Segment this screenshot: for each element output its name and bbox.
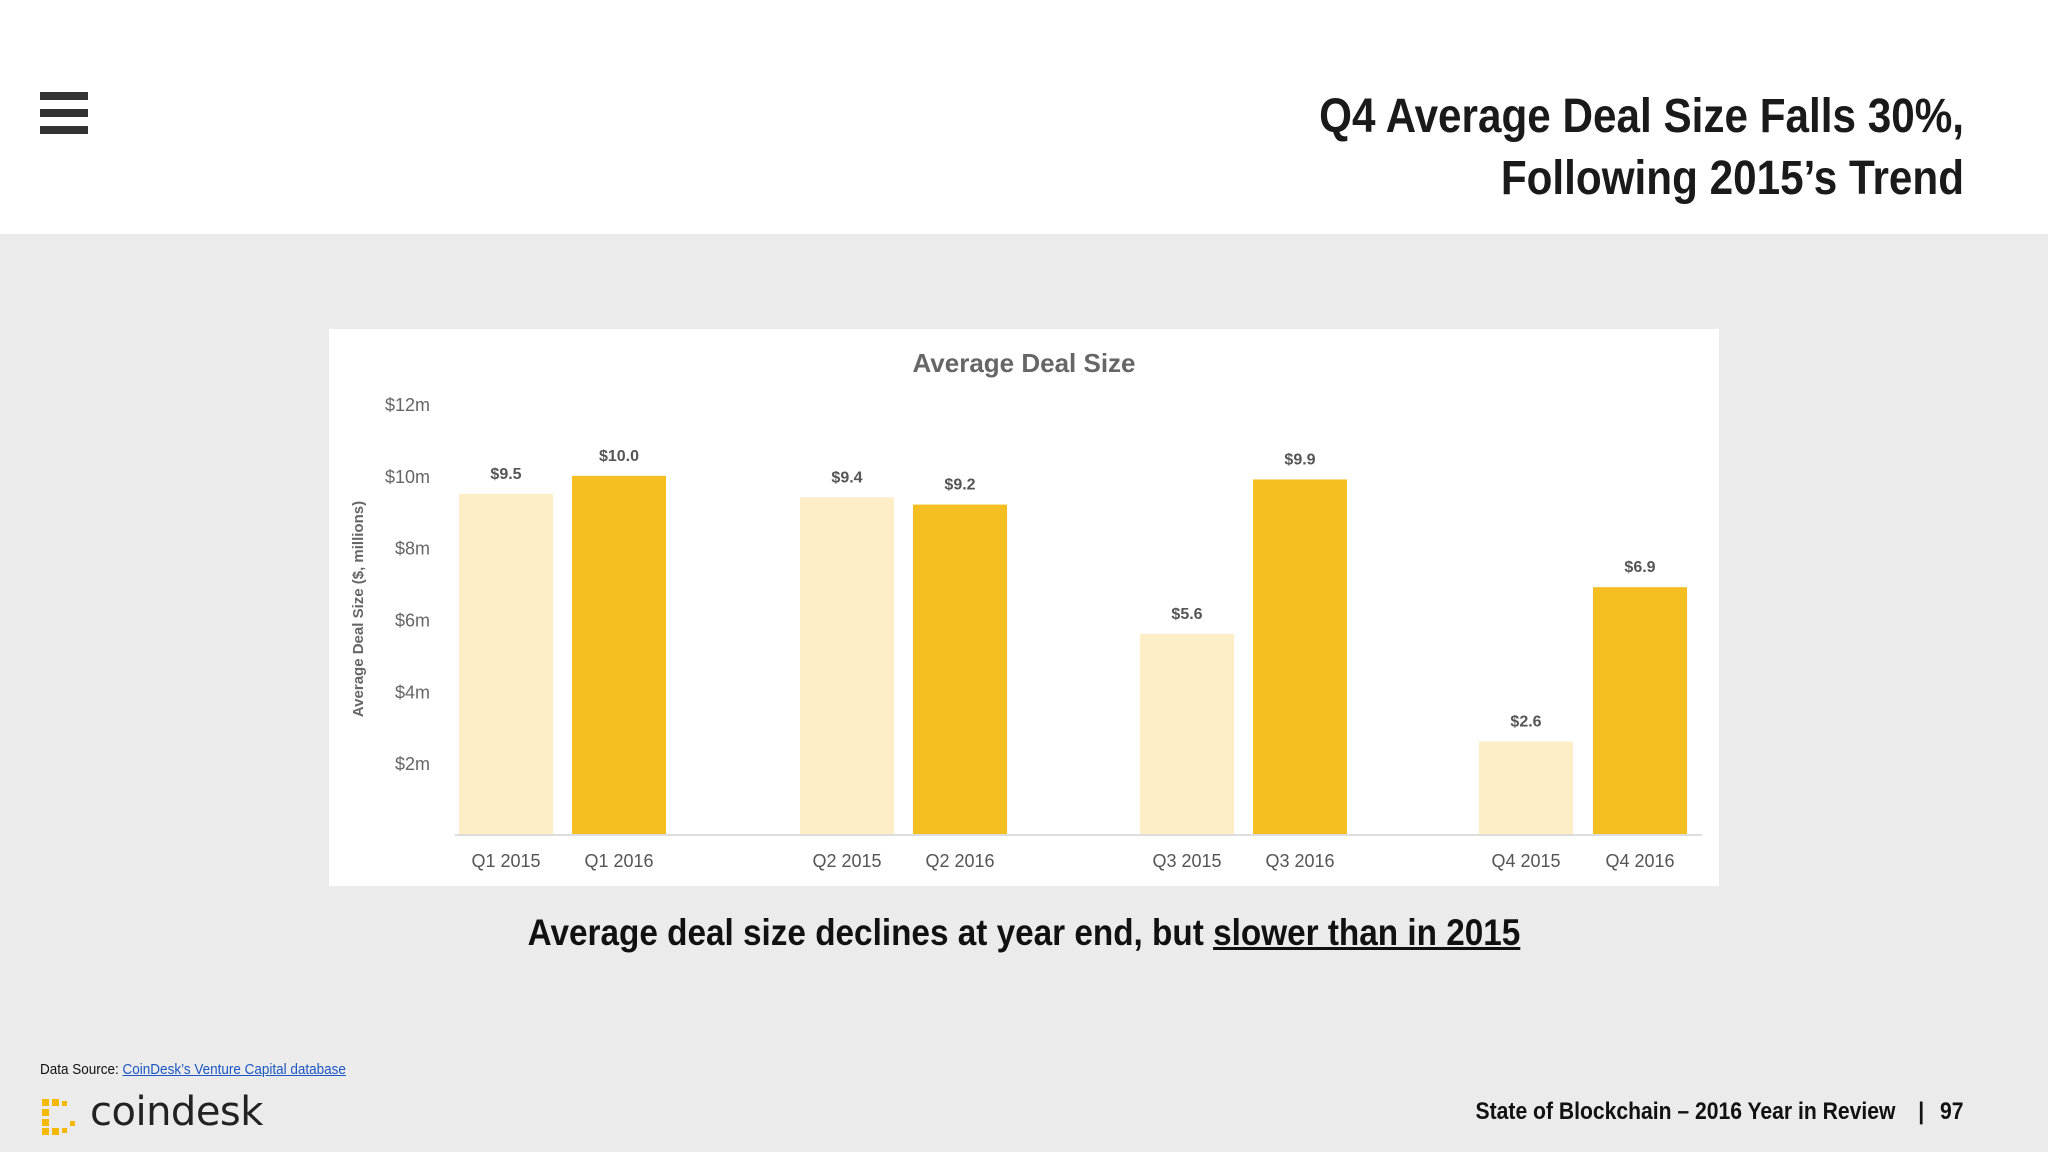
chart-title: Average Deal Size <box>912 348 1135 378</box>
slide-title: Q4 Average Deal Size Falls 30%, Followin… <box>996 86 1964 210</box>
y-tick-label: $2m <box>395 754 430 774</box>
bar-value-label: $5.6 <box>1171 606 1202 623</box>
slide-footer: State of Blockchain – 2016 Year in Revie… <box>1476 1098 1964 1126</box>
coindesk-logo-icon <box>42 1099 75 1135</box>
page-number: 97 <box>1940 1098 1964 1125</box>
bar <box>1593 587 1687 835</box>
x-tick-label: Q4 2016 <box>1605 851 1674 871</box>
bar-value-label: $9.4 <box>831 469 862 486</box>
y-tick-label: $12m <box>385 395 430 415</box>
bar-value-label: $6.9 <box>1624 559 1655 576</box>
bar-value-label: $2.6 <box>1510 714 1541 731</box>
x-tick-label: Q1 2015 <box>471 851 540 871</box>
bar <box>913 504 1007 835</box>
data-source-label: Data Source: <box>40 1061 123 1078</box>
x-tick-label: Q2 2016 <box>925 851 994 871</box>
slide-title-line-2: Following 2015’s Trend <box>1500 152 1964 205</box>
y-tick-label: $6m <box>395 611 430 631</box>
bar-value-label: $9.9 <box>1284 451 1315 468</box>
bar <box>572 475 666 835</box>
bar-value-label: $10.0 <box>599 448 639 465</box>
y-tick-label: $4m <box>395 682 430 702</box>
chart-svg: Average Deal Size Average Deal Size ($, … <box>350 348 1702 871</box>
data-source-link[interactable]: CoinDesk’s Venture Capital database <box>122 1061 346 1078</box>
caption-text: Average deal size declines at year end, … <box>527 912 1214 953</box>
x-tick-label: Q1 2016 <box>584 851 653 871</box>
menu-icon[interactable] <box>40 92 88 134</box>
y-tick-label: $10m <box>385 467 430 487</box>
bar <box>1140 633 1234 835</box>
bar <box>1479 741 1573 835</box>
footer-separator: | <box>1918 1098 1925 1125</box>
bar-value-label: $9.2 <box>944 477 975 494</box>
x-tick-label: Q3 2015 <box>1152 851 1221 871</box>
coindesk-logo-text: coindesk <box>90 1089 263 1135</box>
bar <box>800 497 894 835</box>
bar-chart: Average Deal Size Average Deal Size ($, … <box>329 329 1719 886</box>
y-tick-label: $8m <box>395 539 430 559</box>
caption-emphasis: slower than in 2015 <box>1213 912 1521 953</box>
x-tick-label: Q4 2015 <box>1491 851 1560 871</box>
report-title: State of Blockchain – 2016 Year in Revie… <box>1475 1098 1896 1125</box>
slide-header: Q4 Average Deal Size Falls 30%, Followin… <box>0 0 2048 234</box>
slide-title-line-1: Q4 Average Deal Size Falls 30%, <box>1319 90 1964 143</box>
y-axis-label: Average Deal Size ($, millions) <box>350 501 367 717</box>
bar-value-label: $9.5 <box>490 466 521 483</box>
slide-caption: Average deal size declines at year end, … <box>102 912 1945 954</box>
data-source: Data Source: CoinDesk’s Venture Capital … <box>40 1061 346 1078</box>
x-tick-label: Q2 2015 <box>812 851 881 871</box>
bar <box>459 493 553 835</box>
coindesk-logo: coindesk <box>40 1089 300 1137</box>
bar <box>1253 479 1347 835</box>
x-tick-label: Q3 2016 <box>1265 851 1334 871</box>
